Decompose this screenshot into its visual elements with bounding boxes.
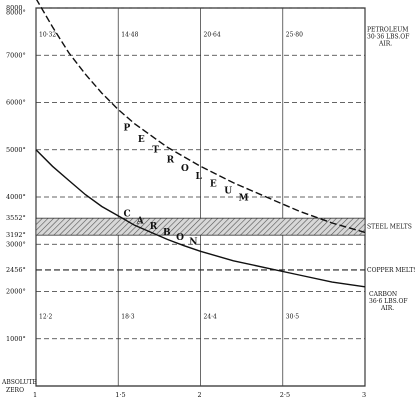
petroleum-curve-letter: E (210, 179, 219, 189)
y-special-label: 8000° (6, 9, 26, 17)
petroleum-curve-letter: T (152, 146, 161, 156)
x-tick-label: 2·5 (280, 391, 290, 399)
petroleum-curve-letter: U (224, 187, 234, 197)
petroleum-note-line: AIR. (378, 41, 392, 48)
curve-petroleum (36, 0, 366, 234)
x-tick-label: 1 (33, 391, 37, 399)
carbon-curve-letter: B (163, 228, 173, 238)
top-row-label: 14·48 (121, 31, 138, 38)
petroleum-curve-letter: P (123, 124, 132, 134)
petroleum-curve-letter: M (239, 193, 251, 203)
petroleum-note-line: PETROLEUM (367, 27, 408, 34)
y-tick-label: 1000° (6, 335, 26, 343)
carbon-curve-letter: N (189, 238, 199, 248)
bottom-row-label: 30·5 (286, 313, 300, 320)
y-tick-label: 2000° (6, 288, 26, 296)
zero-label-line-1: ABSOLUTE (1, 379, 37, 386)
steel-melts-band-fill (35, 217, 366, 236)
y-tick-label: 4000° (6, 193, 26, 201)
bottom-row-label: 24·4 (204, 313, 218, 320)
top-row-label: 20·64 (204, 31, 221, 38)
axis-ticks: 1 1·5 2 2·5 3 8000 7000° 6000° 5000° 4000° 3000° 20… (6, 4, 366, 399)
y-tick-label: 5000° (6, 146, 26, 154)
x-tick-label: 1·5 (115, 391, 125, 399)
bottom-row-label: 12·2 (39, 313, 53, 320)
petroleum-curve-letter: O (181, 164, 191, 174)
carbon-note-line: CARBON (369, 291, 397, 298)
y-special-label: 3552° (6, 214, 26, 222)
top-row-label: 10·32 (39, 31, 56, 38)
petroleum-curve-letter: E (138, 135, 147, 145)
petroleum-note-line: 30·36 LBS.OF (367, 34, 409, 41)
grid (35, 7, 366, 387)
x-tick-label: 2 (198, 391, 202, 399)
copper-melts-label: COPPER MELTS (367, 267, 415, 274)
y-tick-label: 3000° (6, 240, 26, 248)
y-special-label: 2456° (6, 266, 26, 274)
top-row-label: 25·80 (286, 31, 303, 38)
bottom-row-label: 18·3 (121, 313, 135, 320)
steel-melts-band (35, 217, 366, 236)
y-tick-label: 6000° (6, 99, 26, 107)
y-tick-label: 8000 (6, 4, 23, 12)
petroleum-curve-letter: R (167, 156, 176, 166)
x-tick-label: 3 (362, 391, 366, 399)
y-special-label: 3192° (6, 231, 26, 239)
steel-melts-label: STEEL MELTS (367, 224, 412, 231)
y-tick-label: 7000° (6, 51, 26, 59)
curve-carbon (35, 149, 366, 288)
carbon-curve-letter: C (123, 210, 132, 220)
carbon-note-line: 36·6 LBS.OF (369, 298, 408, 305)
curves (35, 0, 366, 288)
carbon-curve-letter: R (150, 222, 159, 232)
carbon-curve-letter: O (176, 233, 186, 243)
petroleum-curve-letter: L (195, 172, 203, 182)
carbon-note-line: AIR. (380, 305, 394, 312)
zero-label-line-2: ZERO (6, 387, 24, 394)
carbon-curve-letter: A (136, 216, 146, 226)
